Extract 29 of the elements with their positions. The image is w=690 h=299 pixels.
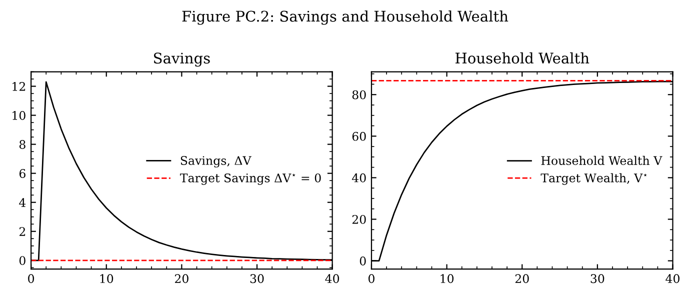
text: Figure PC.2: Savings and Household Wealth	[182, 10, 508, 25]
legend-label: Household Wealth V	[541, 156, 662, 166]
y-tick-label: 2	[19, 227, 26, 236]
x-tick-label: 20	[174, 274, 188, 284]
legend-label: Target Savings ΔV$^{⋆}$ = 0	[180, 173, 321, 185]
y-tick-label: 60	[352, 132, 366, 141]
x-tick-label: 10	[100, 274, 114, 284]
x-tick-label: 0	[28, 274, 34, 284]
x-tick-label: 40	[666, 274, 680, 284]
x-tick-label: 0	[368, 274, 374, 284]
y-tick-label: 4	[19, 198, 26, 207]
legend-label: Target Wealth, V$^{⋆}$	[540, 173, 647, 185]
y-tick-label: 0	[360, 256, 366, 266]
y-tick-label: 12	[12, 82, 26, 91]
y-tick-label: 80	[352, 90, 366, 100]
chart-title: Household Wealth	[455, 52, 590, 64]
x-tick-label: 40	[325, 274, 340, 284]
y-tick-label: 10	[12, 111, 26, 120]
y-tick-label: 40	[352, 173, 366, 182]
y-tick-label: 8	[19, 140, 26, 149]
x-tick-label: 10	[440, 274, 454, 284]
legend-label: Savings, ΔV	[180, 156, 252, 168]
chart-title: Savings	[154, 52, 210, 67]
y-tick-label: 0	[19, 256, 26, 266]
x-tick-label: 30	[590, 274, 604, 284]
x-tick-label: 20	[515, 274, 529, 284]
y-tick-label: 6	[19, 169, 26, 178]
x-tick-label: 30	[250, 274, 264, 284]
y-tick-label: 20	[352, 214, 366, 224]
